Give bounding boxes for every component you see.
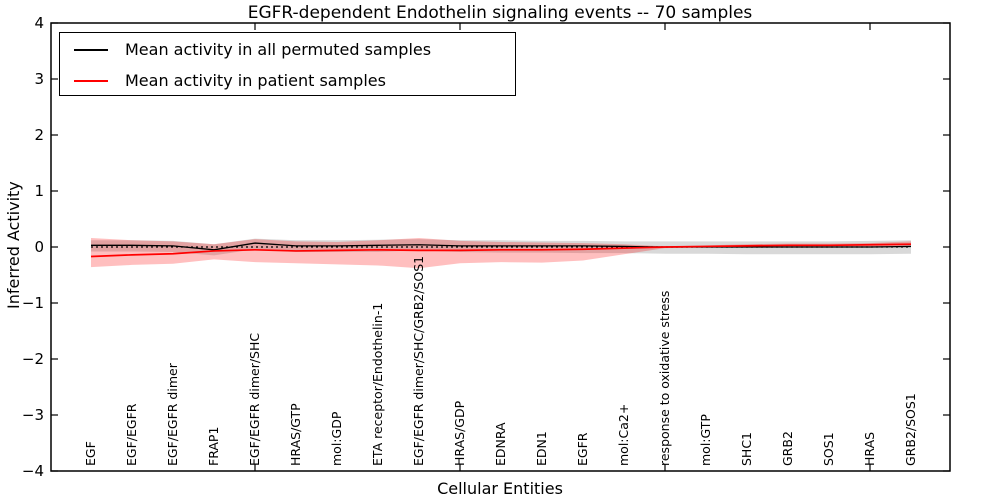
y-tick-label: −3 bbox=[21, 406, 44, 424]
legend-line-sample-patient bbox=[74, 79, 108, 82]
x-category-label: mol:GTP bbox=[698, 414, 713, 466]
legend-label-patient: Mean activity in patient samples bbox=[125, 71, 386, 90]
permuted-mean-line bbox=[91, 242, 912, 251]
legend-label-permuted: Mean activity in all permuted samples bbox=[125, 40, 432, 59]
x-category-label: EDNRA bbox=[493, 422, 508, 466]
y-tick-label: 0 bbox=[34, 238, 44, 256]
x-category-label: GRB2/SOS1 bbox=[903, 393, 918, 466]
x-category-label: mol:Ca2+ bbox=[616, 403, 631, 466]
x-category-label: SOS1 bbox=[821, 432, 836, 466]
x-category-label: EDN1 bbox=[534, 431, 549, 466]
x-category-label: EGF/EGFR dimer/SHC/GRB2/SOS1 bbox=[411, 255, 426, 466]
x-category-label: EGF/EGFR dimer bbox=[165, 363, 180, 466]
x-category-label: EGF/EGFR bbox=[124, 403, 139, 466]
x-category-label: HRAS/GTP bbox=[288, 403, 303, 466]
x-category-label: EGFR bbox=[575, 432, 590, 466]
x-category-label: FRAP1 bbox=[206, 426, 221, 466]
x-category-label: HRAS/GDP bbox=[452, 400, 467, 466]
chart-title: EGFR-dependent Endothelin signaling even… bbox=[247, 3, 753, 23]
x-category-label: ETA receptor/Endothelin-1 bbox=[370, 302, 385, 466]
x-category-label: EGF/EGFR dimer/SHC bbox=[247, 332, 262, 466]
y-tick-label: 3 bbox=[34, 70, 44, 88]
x-category-label: HRAS bbox=[862, 431, 877, 466]
y-tick-label: −1 bbox=[21, 294, 44, 312]
x-category-label: SHC1 bbox=[739, 431, 754, 466]
legend-entry-permuted: Mean activity in all permuted samples bbox=[60, 35, 515, 64]
y-tick-label: 2 bbox=[34, 126, 44, 144]
legend: Mean activity in all permuted samples Me… bbox=[59, 32, 516, 96]
legend-line-sample-permuted bbox=[74, 48, 108, 51]
x-category-label: GRB2 bbox=[780, 431, 795, 466]
legend-entry-patient: Mean activity in patient samples bbox=[60, 66, 515, 95]
x-category-label: mol:GDP bbox=[329, 411, 344, 466]
y-tick-label: −4 bbox=[21, 462, 44, 480]
x-axis-label: Cellular Entities bbox=[437, 479, 563, 498]
x-category-label: response to oxidative stress bbox=[657, 290, 672, 466]
y-tick-label: −2 bbox=[21, 350, 44, 368]
y-tick-label: 1 bbox=[34, 182, 44, 200]
x-category-label: EGF bbox=[83, 441, 98, 466]
y-tick-label: 4 bbox=[34, 14, 44, 32]
patient-mean-line bbox=[90, 243, 912, 258]
